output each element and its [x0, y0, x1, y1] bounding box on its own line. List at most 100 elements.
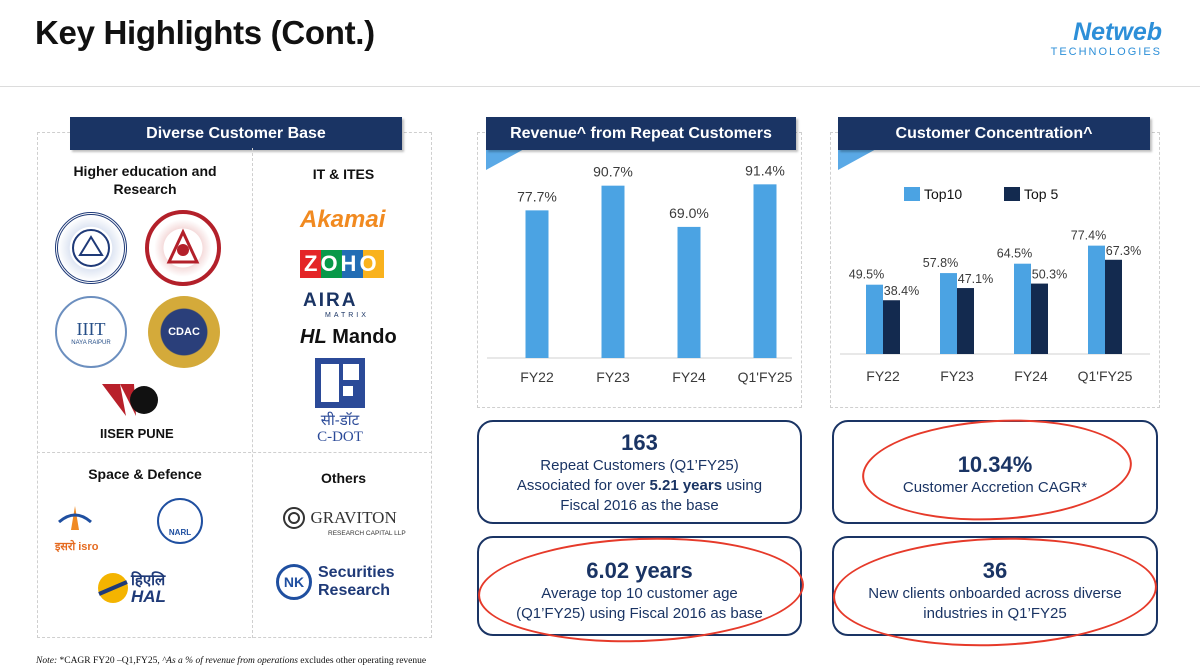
cdot-hindi-label: सी-डॉट	[320, 412, 360, 429]
data-label-FY24: 69.0%	[669, 205, 709, 221]
repeat-revenue-banner-accent	[486, 148, 526, 170]
stat-line2: Associated for over 5.21 years using	[479, 476, 800, 496]
stat-line2-pre: Associated for over	[516, 477, 650, 494]
panel-divider-vertical	[252, 148, 253, 638]
narl-logo: NARL	[157, 498, 203, 544]
stat-line1: New clients onboarded across diverse	[868, 585, 1122, 602]
tick-label-FY24: FY24	[1014, 368, 1048, 384]
logo-name: Netweb	[1073, 18, 1162, 46]
seal-emblem-icon	[72, 229, 110, 267]
zoho-label: ZOHO	[300, 250, 384, 278]
footnote-label: Note:	[36, 656, 58, 666]
stat-value: 6.02 years	[586, 558, 693, 583]
stat-card-new-clients: 36 New clients onboarded across diverse …	[832, 536, 1158, 636]
graviton-emblem-icon	[283, 507, 305, 529]
category-space-defence: Space & Defence	[88, 466, 202, 482]
stat-line2: industries in Q1’FY25	[923, 605, 1067, 622]
concentration-chart: Top10 Top 5 49.5%38.4% FY22 57.8%47.1% FY23 64…	[840, 186, 1150, 384]
data-label-FY23: 90.7%	[593, 164, 633, 180]
category-title-line1: Higher education and	[73, 163, 217, 179]
hal-logo: हिएलि HAL	[95, 568, 191, 608]
category-higher-education: Higher education and Research	[40, 162, 250, 198]
logo-sub: TECHNOLOGIES	[1050, 46, 1162, 58]
nk-label-line1: Securities	[318, 564, 395, 581]
stat-line1: Average top 10 customer age	[541, 585, 738, 602]
nk-badge: NK	[276, 564, 312, 600]
header-divider	[0, 86, 1200, 87]
data-label-Top5-Q1'FY25: 67.3%	[1106, 244, 1141, 258]
cdot-label: C-DOT	[317, 429, 363, 445]
bar-FY23	[601, 185, 625, 358]
iiit-naya-raipur-seal-logo: IIIT NAYA RAIPUR	[55, 296, 127, 368]
stat-line2: (Q1’FY25) using Fiscal 2016 as base	[516, 605, 763, 622]
narl-label: NARL	[168, 528, 192, 537]
data-label-Top5-FY23: 47.1%	[958, 272, 993, 286]
graviton-logo: GRAVITON RESEARCH CAPITAL LLP	[282, 506, 406, 537]
isro-emblem-icon	[58, 506, 92, 530]
bar-FY22	[525, 210, 549, 358]
data-label-FY22: 77.7%	[517, 188, 557, 204]
mando-prefix: HL	[300, 326, 327, 348]
footnote-text3: excludes other operating revenue	[297, 656, 427, 666]
concentration-banner: Customer Concentration^	[838, 117, 1150, 150]
graviton-label: GRAVITON	[310, 508, 397, 527]
bar-Top10-FY23	[940, 273, 957, 354]
stat-line1: Customer Accretion CAGR*	[902, 479, 1088, 496]
nk-badge-label: NK	[283, 574, 305, 590]
iit-kharagpur-seal-logo	[145, 210, 221, 286]
seal-emblem-icon	[166, 228, 200, 264]
data-label-Q1'FY25: 91.4%	[745, 162, 785, 178]
stat-value: 163	[621, 430, 658, 455]
cdac-label: CDAC	[168, 326, 200, 338]
category-it-ites: IT & ITES	[312, 166, 375, 182]
stat-card-customer-age: 6.02 years Average top 10 customer age (…	[477, 536, 802, 636]
repeat-revenue-chart: 77.7% FY22 90.7% FY23 69.0% FY24 91.4% Q1'FY25	[487, 162, 793, 385]
stat-value: 10.34%	[957, 452, 1033, 477]
nk-label-line2: Research	[318, 582, 391, 599]
stat-line2-post: using	[722, 477, 763, 494]
footnote: Note: *CAGR FY20 –Q1,FY25, ^As a % of re…	[36, 656, 426, 666]
hl-mando-logo: HL Mando	[300, 326, 397, 349]
tick-label-FY24: FY24	[672, 369, 706, 385]
iit-kanpur-seal-logo	[55, 212, 127, 284]
stat-card-repeat-customers: 163 Repeat Customers (Q1’FY25) Associate…	[477, 420, 802, 524]
data-label-Top10-FY23: 57.8%	[923, 256, 958, 270]
panel-divider-horizontal	[37, 452, 432, 453]
bar-Top5-Q1'FY25	[1105, 259, 1122, 354]
tick-label-FY23: FY23	[596, 369, 630, 385]
bar-Q1'FY25	[753, 184, 777, 358]
legend-label-Top5: Top 5	[1024, 186, 1058, 202]
cdac-seal-logo: CDAC	[148, 296, 220, 368]
company-logo: Netweb TECHNOLOGIES	[1051, 20, 1162, 58]
bar-Top10-Q1'FY25	[1088, 245, 1105, 354]
mando-label: Mando	[332, 326, 397, 348]
stat-card-accretion-cagr: 10.34% Customer Accretion CAGR*	[832, 420, 1158, 524]
stat-value: 36	[982, 558, 1008, 583]
bar-FY24	[677, 226, 701, 358]
aira-label: AIRA	[303, 290, 358, 311]
hal-emblem-icon	[98, 573, 128, 603]
iiit-sub-label: NAYA RAIPUR	[71, 339, 111, 346]
cdot-logo: सी-डॉट C-DOT	[310, 358, 370, 445]
iiser-label: IISER PUNE	[100, 426, 174, 441]
hal-label: HAL	[131, 587, 166, 606]
tick-label-FY23: FY23	[940, 368, 974, 384]
data-label-Top5-FY22: 38.4%	[884, 284, 919, 298]
footnote-text1: *CAGR FY20 –Q1,FY25,	[57, 656, 163, 666]
hal-hindi-label: हिएलि	[131, 572, 166, 589]
legend-swatch-Top5	[1004, 187, 1020, 201]
tick-label-FY22: FY22	[520, 369, 554, 385]
tick-label-FY22: FY22	[866, 368, 900, 384]
footnote-text2: ^As a % of revenue from operations	[162, 656, 298, 666]
category-others: Others	[320, 470, 367, 486]
tick-label-Q1'FY25: Q1'FY25	[738, 369, 793, 385]
bar-Top5-FY24	[1031, 283, 1048, 354]
tick-label-Q1'FY25: Q1'FY25	[1078, 368, 1133, 384]
customer-base-banner: Diverse Customer Base	[70, 117, 402, 150]
iiser-emblem-icon	[102, 384, 158, 416]
cdot-emblem-icon	[315, 358, 365, 408]
bar-Top5-FY23	[957, 288, 974, 354]
data-label-Top5-FY24: 50.3%	[1032, 268, 1067, 282]
data-label-Top10-FY24: 64.5%	[997, 247, 1032, 261]
aira-sub-label: MATRIX	[325, 312, 369, 319]
